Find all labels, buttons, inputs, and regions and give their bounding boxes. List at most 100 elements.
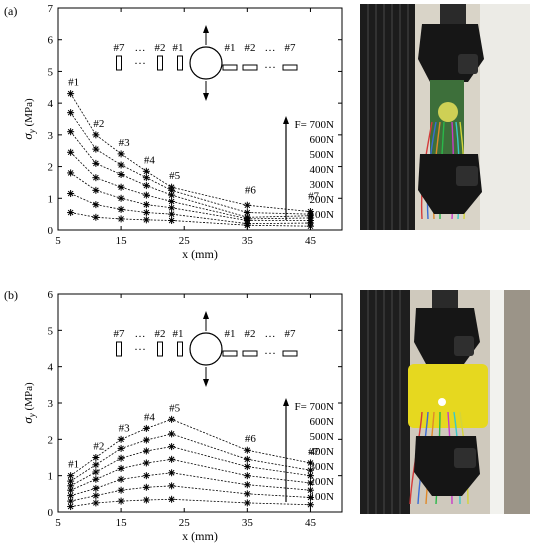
chartb-y-axis-label: σy (MPa) [20,382,37,424]
chartb-data-point-500N-#3 [117,454,125,462]
charta-point-label: #4 [144,154,156,166]
charta-point-label: #7 [308,191,320,203]
chartb-data-point-100N-#3 [117,497,125,505]
chartb-point-label: #4 [144,411,156,423]
charta-data-point-700N-#3 [117,150,125,158]
chartb-point-label: #3 [119,422,131,434]
chartb-down-arrow-head [203,379,209,387]
chartb-schematic-label-right: … [265,328,276,340]
charta-series-line-400N [70,152,311,220]
chartb-gauge-left-0 [116,341,122,357]
chartb-force-label-100N: 100N [310,491,335,503]
chartb-data-point-400N-#7 [306,479,314,487]
chartb-force-label-200N: 200N [310,476,335,488]
chartb-gauge-right-dots: ··· [264,346,276,360]
charta-y-tick-label: 0 [48,225,54,237]
chartb-x-tick-label: 25 [179,517,191,529]
charta-force-label-400N: 400N [310,164,335,176]
chartb-data-point-300N-#7 [306,486,314,494]
chartb-data-point-200N-#2 [92,492,100,500]
charta-series-line-700N [70,93,311,213]
charta-x-tick-label: 45 [305,235,317,247]
charta-gauge-left-dots: ··· [134,56,146,70]
chartb-schematic-label-left: #2 [155,328,166,340]
photo-b-image [360,290,530,514]
charta-data-point-700N-#5 [168,183,176,191]
charta-y-tick-label: 3 [48,130,54,142]
chartb-data-point-300N-#4 [142,472,150,480]
charta-schematic-label-right: #1 [225,42,236,54]
charta-force-label-700N: F= 700N [294,119,334,131]
charta-data-point-100N-#4 [142,216,150,224]
chartb-data-point-100N-#6 [243,499,251,507]
photo-b-test-rig-yellow-specimen [360,290,530,514]
chartb-gauge-left-dots: ··· [134,342,146,356]
chartb-gauge-right-0 [222,350,238,357]
chartb-y-tick-label: 3 [48,398,54,410]
charta-schematic-label-right: #2 [245,42,256,54]
chartb-data-point-100N-#4 [142,496,150,504]
charta-data-point-600N-#6 [243,209,251,217]
charta-series-line-300N [70,172,311,221]
charta-data-point-200N-#5 [168,210,176,218]
chartb-x-axis-label: x (mm) [182,529,218,543]
chartb-data-point-700N-#2 [92,454,100,461]
charta-data-point-100N-#2 [92,213,100,221]
charta-y-tick-label: 2 [48,162,54,174]
chartb-data-point-200N-#3 [117,486,125,494]
charta-schematic-label-left: #2 [155,42,166,54]
charta-down-arrow-head [203,93,209,101]
charta-data-point-100N-#3 [117,215,125,223]
charta-gauge-left-2 [177,55,183,71]
chartb-point-label: #2 [93,441,104,453]
chartb-hole-circle [189,332,223,366]
charta-data-point-700N-#1 [67,90,75,98]
charta-y-tick-label: 4 [48,98,54,110]
chartb-data-point-700N-#5 [168,415,176,423]
chartb-series-line-600N [70,433,311,482]
charta-up-arrow-head [203,25,209,33]
charta-schematic-label-right: #7 [285,42,297,54]
charta-data-point-500N-#4 [142,182,150,190]
chartb-x-tick-label: 45 [305,517,317,529]
charta-data-point-400N-#4 [142,191,150,199]
charta-y-tick-label: 5 [48,66,54,78]
chartb-data-point-600N-#4 [142,436,150,444]
charta-gauge-right-dots: ··· [264,60,276,74]
chartb-series-line-500N [70,446,311,487]
chartb-y-tick-label: 1 [48,471,54,483]
charta-x-tick-label: 15 [116,235,128,247]
charta-schematic-label-left: #7 [114,42,126,54]
chartb-data-point-300N-#3 [117,475,125,483]
chartb-data-point-500N-#4 [142,447,150,455]
chartb-data-point-400N-#3 [117,464,125,472]
panel-label-b: (b) [4,288,18,302]
chartb-schematic-label-left: … [135,328,146,340]
charta-force-label-600N: 600N [310,134,335,146]
charta-series-line-500N [70,131,311,218]
charta-x-tick-label: 5 [55,235,61,247]
charta-point-label: #1 [68,77,79,89]
charta-force-label-500N: 500N [310,149,335,161]
charta-hole-circle [189,46,223,80]
chartb-series-line-100N [70,498,311,507]
chartb-data-point-400N-#5 [168,455,176,463]
charta-data-point-500N-#1 [67,128,75,136]
chartb-series-line-400N [70,458,311,491]
chartb-gauge-right-1 [242,350,258,357]
chartb-series-line-300N [70,472,311,497]
charta-data-point-200N-#1 [67,190,75,198]
chartb-data-point-700N-#4 [142,424,150,432]
chartb-y-tick-label: 6 [48,289,54,301]
charta-force-arrow-head [283,116,289,124]
charta-data-point-500N-#3 [117,171,125,178]
chartb-data-point-400N-#2 [92,475,100,483]
charta-y-axis-label: σy (MPa) [20,98,37,140]
charta-gauge-right-0 [222,64,238,71]
charta-data-point-300N-#3 [117,194,125,202]
chartb-force-label-400N: 400N [310,446,335,458]
charta-data-point-200N-#3 [117,205,125,213]
charta-data-point-700N-#4 [142,167,150,175]
charta-series-line-200N [70,193,311,225]
